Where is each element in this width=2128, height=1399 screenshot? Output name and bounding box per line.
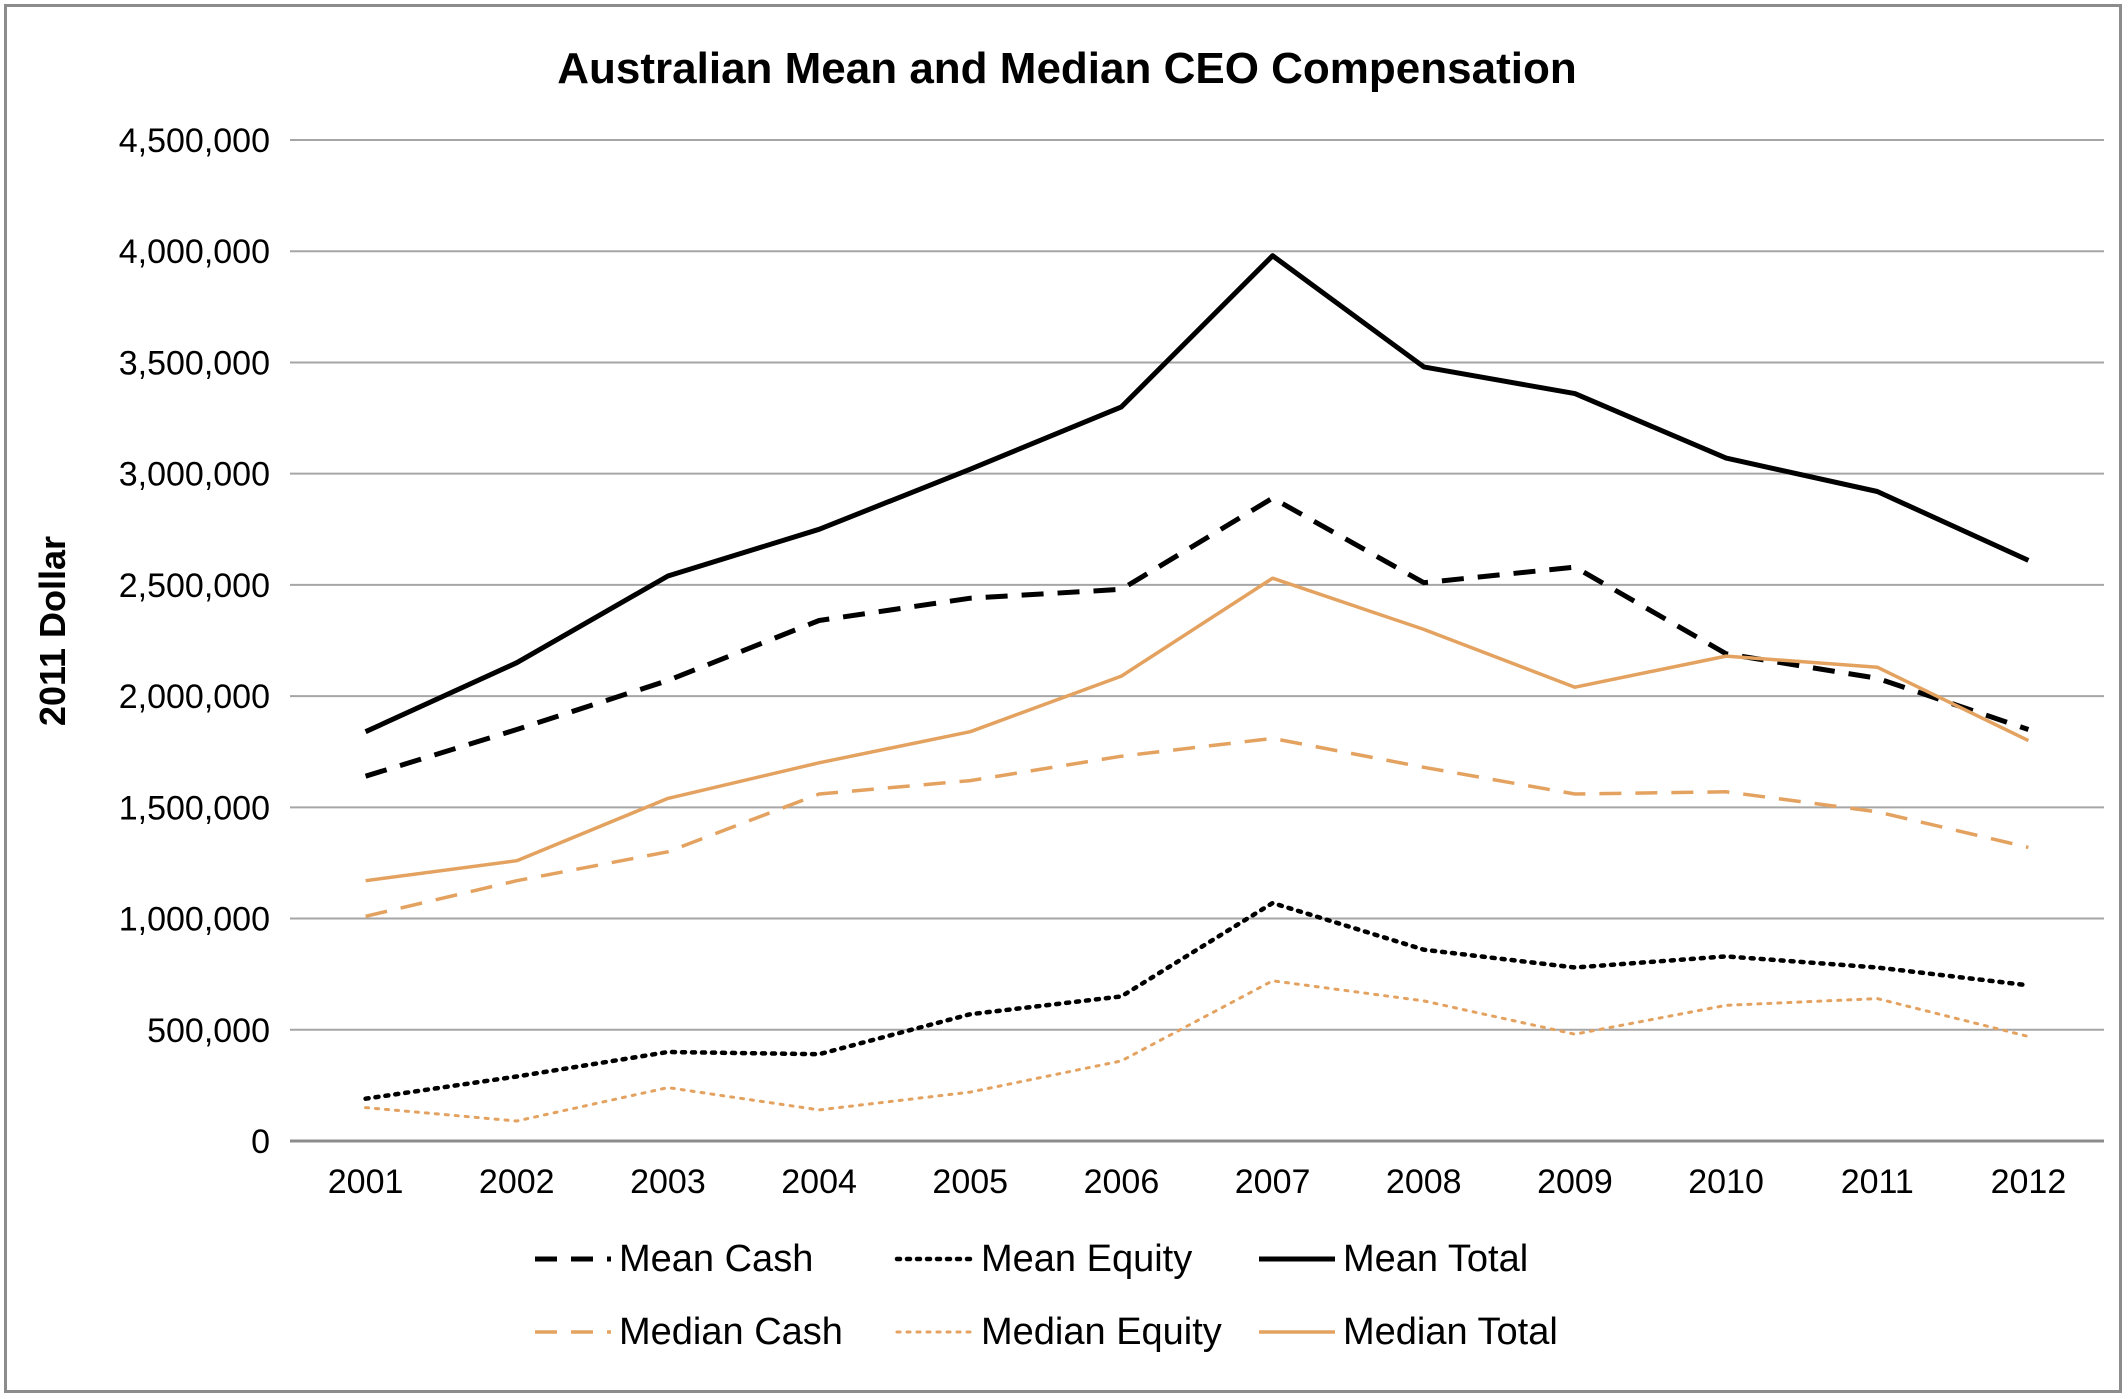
series-line-mean-total bbox=[364, 253, 2030, 734]
legend-label-median-equity: Median Equity bbox=[981, 1311, 1222, 1353]
legend-label-mean-total: Mean Total bbox=[1343, 1238, 1528, 1280]
x-tick-label: 2003 bbox=[630, 1163, 706, 1201]
x-tick-label: 2002 bbox=[479, 1163, 555, 1201]
y-tick-label: 1,000,000 bbox=[119, 901, 270, 939]
series-line-median-cash bbox=[365, 736, 2029, 919]
line-chart: Australian Mean and Median CEO Compensat… bbox=[32, 44, 2104, 1353]
y-tick-label: 1,500,000 bbox=[119, 789, 270, 827]
legend-label-mean-equity: Mean Equity bbox=[981, 1238, 1192, 1280]
legend-label-median-cash: Median Cash bbox=[619, 1311, 843, 1353]
y-tick-label: 3,500,000 bbox=[119, 344, 270, 382]
chart-title: Australian Mean and Median CEO Compensat… bbox=[557, 44, 1576, 93]
x-tick-label: 2010 bbox=[1688, 1163, 1764, 1201]
series-line-mean-equity bbox=[363, 900, 2031, 1101]
y-tick-label: 4,500,000 bbox=[119, 122, 270, 160]
series-line-median-total bbox=[365, 576, 2030, 883]
x-tick-label: 2001 bbox=[328, 1163, 404, 1201]
legend-label-median-total: Median Total bbox=[1343, 1311, 1558, 1353]
series-lines bbox=[363, 253, 2031, 1123]
y-tick-label: 2,000,000 bbox=[119, 678, 270, 716]
x-tick-label: 2005 bbox=[932, 1163, 1008, 1201]
x-tick-label: 2012 bbox=[1991, 1163, 2067, 1201]
gridlines bbox=[290, 139, 2104, 1143]
y-tick-label: 0 bbox=[251, 1123, 270, 1161]
series-line-mean-cash bbox=[364, 495, 2030, 779]
x-tick-label: 2004 bbox=[781, 1163, 857, 1201]
x-tick-label: 2011 bbox=[1841, 1163, 1914, 1201]
legend: Mean Cash Mean Equity Mean Total Median Cas… bbox=[535, 1238, 1558, 1353]
x-tick-label: 2009 bbox=[1537, 1163, 1613, 1201]
x-tick-label: 2008 bbox=[1386, 1163, 1462, 1201]
series-line-median-equity bbox=[364, 979, 2030, 1123]
y-tick-label: 4,000,000 bbox=[119, 233, 270, 271]
x-axis-ticks: 2001 2002 2003 2004 2005 2006 2007 2008 2009 2010… bbox=[328, 1163, 2066, 1201]
x-tick-label: 2007 bbox=[1235, 1163, 1311, 1201]
legend-label-mean-cash: Mean Cash bbox=[619, 1238, 813, 1280]
y-tick-label: 3,000,000 bbox=[119, 456, 270, 494]
y-axis-ticks: 0 500,000 1,000,000 1,500,000 2,000,000 2,500… bbox=[119, 122, 270, 1161]
y-tick-label: 2,500,000 bbox=[119, 567, 270, 605]
x-tick-label: 2006 bbox=[1084, 1163, 1160, 1201]
y-tick-label: 500,000 bbox=[147, 1012, 270, 1050]
chart-frame: Australian Mean and Median CEO Compensat… bbox=[4, 4, 2122, 1393]
y-axis-label: 2011 Dollar bbox=[32, 536, 73, 726]
